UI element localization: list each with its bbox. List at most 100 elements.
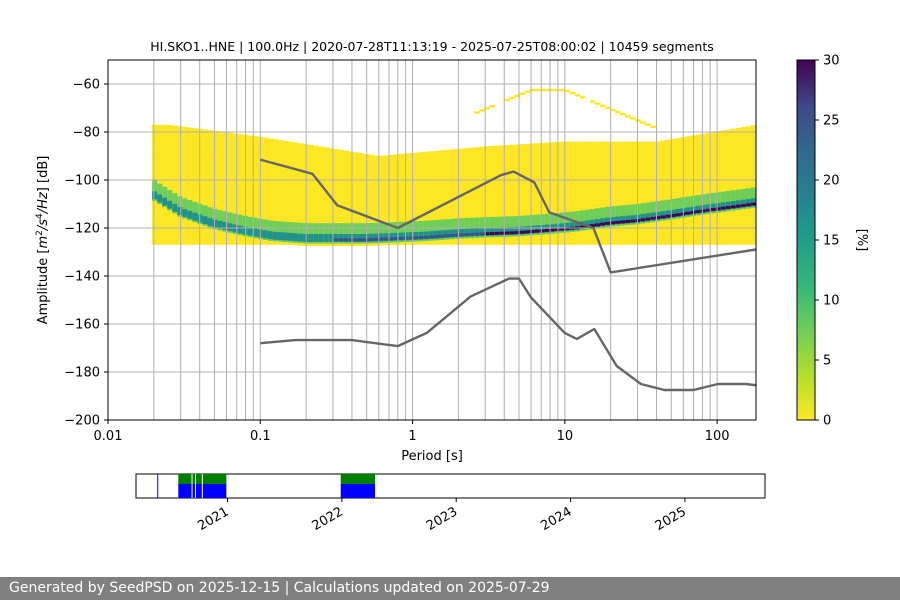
heatmap-cell (328, 223, 334, 244)
chart-title: HI.SKO1..HNE | 100.0Hz | 2020-07-28T11:1… (150, 39, 714, 54)
heatmap-cell (514, 231, 521, 235)
heatmap-cell (217, 150, 224, 153)
heatmap-cell (444, 234, 450, 238)
time-coverage-blue (340, 484, 376, 498)
heatmap-cell (529, 143, 536, 245)
heatmap-cell (504, 167, 511, 170)
heatmap-cell (524, 90, 531, 93)
heatmap-cell (408, 232, 415, 241)
heatmap-cell (277, 140, 284, 245)
heatmap-cell (368, 233, 375, 242)
heatmap-cell (494, 158, 500, 162)
colorbar-tick-label: 20 (823, 174, 840, 189)
heatmap-cell (393, 232, 400, 241)
heatmap-cell (569, 141, 576, 245)
heatmap-cell (378, 233, 385, 242)
heatmap-cell (549, 142, 556, 245)
heatmap-cell (655, 143, 661, 146)
heatmap-cell (373, 170, 380, 174)
heatmap-cell (227, 212, 234, 233)
heatmap-cell (288, 151, 294, 155)
heatmap-cell (267, 151, 274, 155)
heatmap-cell (428, 231, 435, 240)
heatmap-cell (710, 208, 717, 211)
heatmap-cell (222, 153, 229, 156)
heatmap-cell (428, 151, 435, 245)
heatmap-cell (645, 202, 651, 223)
heatmap-cell (152, 191, 158, 200)
heatmap-cell (444, 167, 450, 170)
heatmap-cell (640, 218, 646, 222)
heatmap-cell (167, 124, 173, 245)
heatmap-cell (579, 225, 586, 229)
heatmap-cell (504, 227, 511, 236)
heatmap-cell (423, 158, 430, 161)
heatmap-cell (408, 163, 415, 166)
heatmap-cell (282, 221, 289, 243)
heatmap-cell (272, 141, 279, 145)
heatmap-cell (348, 234, 355, 242)
heatmap-cell (715, 192, 722, 213)
noise-model-nlnm (260, 277, 756, 392)
heatmap-cell (449, 218, 455, 240)
heatmap-cell (610, 108, 616, 112)
heatmap-cell (589, 156, 596, 160)
heatmap-cell (735, 127, 742, 245)
heatmap-cell (454, 218, 460, 239)
heatmap-cell (252, 137, 259, 140)
heatmap-cell (207, 207, 214, 228)
heatmap-cell (484, 162, 490, 165)
heatmap-cell (373, 237, 380, 241)
heatmap-cell (438, 234, 445, 238)
heatmap-cell (574, 149, 581, 152)
heatmap-cell (323, 234, 329, 242)
heatmap-cell (438, 163, 445, 166)
time-axis-ticks: 2021 2022 2023 2024 2025 (195, 498, 689, 534)
heatmap-cell (403, 153, 410, 245)
heatmap-cell (695, 195, 702, 216)
heatmap-cell (459, 148, 465, 245)
heatmap-cell (328, 234, 334, 242)
heatmap-cell (288, 222, 294, 243)
heatmap-cell (212, 219, 219, 228)
heatmap-cell (323, 160, 329, 163)
heatmap-cell (594, 223, 601, 227)
heatmap-cell (232, 133, 239, 245)
heatmap-cell (459, 158, 465, 161)
heatmap-cell (534, 143, 541, 245)
heatmap-cell (549, 88, 556, 92)
heatmap-cell (484, 168, 490, 171)
heatmap-cell (594, 141, 601, 245)
heatmap-cell (167, 200, 173, 209)
heatmap-cell (494, 227, 500, 236)
heatmap-cell (710, 132, 717, 245)
heatmap-cell (197, 203, 204, 225)
heatmap-cell (237, 158, 244, 161)
heatmap-cell (318, 146, 324, 246)
heatmap-cell (725, 190, 732, 212)
heatmap-cell (735, 204, 742, 208)
heatmap-cell (740, 199, 747, 208)
heatmap-cell (504, 145, 511, 245)
heatmap-cell (202, 158, 209, 161)
footer-bar: Generated by SeedPSD on 2025-12-15 | Cal… (0, 577, 900, 600)
heatmap-cell (514, 216, 521, 237)
heatmap-cell (227, 150, 234, 154)
heatmap-cell (524, 143, 531, 245)
x-axis-label: Period [s] (401, 449, 463, 464)
heatmap-cell (740, 132, 747, 136)
heatmap-cell (338, 234, 344, 242)
heatmap-cell (504, 216, 511, 237)
heatmap-cell (645, 213, 651, 222)
heatmap-cell (730, 147, 737, 150)
heatmap-cell (459, 229, 465, 237)
heatmap-cell (499, 156, 506, 159)
heatmap-cell (484, 107, 490, 110)
heatmap-cell (454, 153, 460, 157)
heatmap-cell (514, 150, 521, 154)
heatmap-cell (559, 227, 566, 231)
heatmap-cell (625, 166, 631, 170)
heatmap-cell (584, 141, 591, 245)
heatmap-cell (418, 231, 425, 240)
heatmap-cell (660, 211, 667, 220)
